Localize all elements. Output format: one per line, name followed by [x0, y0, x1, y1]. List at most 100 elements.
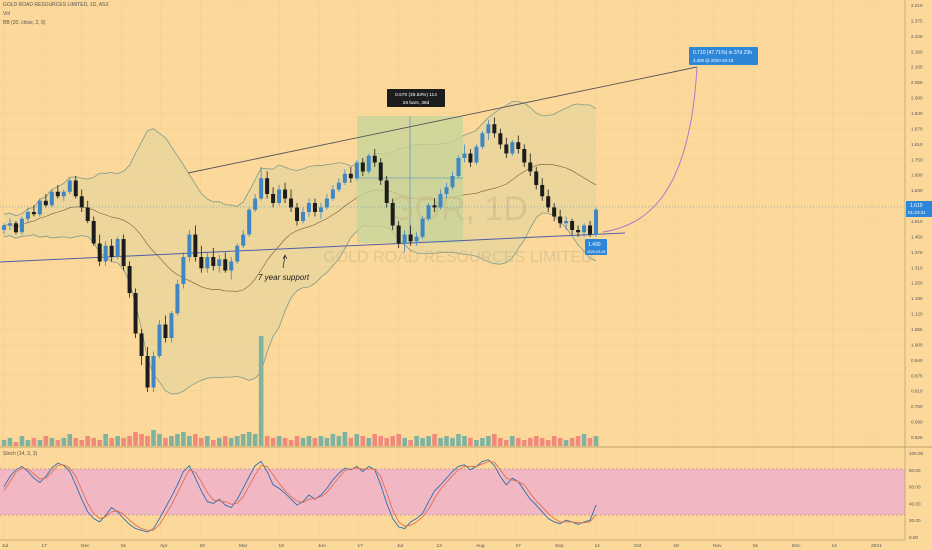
volume-bar: [139, 434, 144, 446]
volume-bar: [13, 442, 19, 446]
volume-bar: [396, 434, 401, 446]
volume-bar: [240, 434, 246, 446]
stoch-tick-label: 0.00: [909, 535, 918, 540]
price-tick-label: 2.055: [911, 80, 923, 85]
volume-bar: [49, 438, 55, 446]
candle-body: [480, 133, 485, 147]
candle-body: [283, 189, 288, 199]
time-tick-label: Jun: [318, 543, 326, 549]
stoch-tick-label: 20.00: [909, 518, 921, 523]
volume-legend[interactable]: Vol: [3, 11, 10, 17]
time-tick-label: 17: [516, 543, 522, 549]
price-tick-label: 2.000: [911, 96, 923, 101]
volume-bar: [324, 438, 330, 446]
candle-body: [348, 173, 353, 179]
symbol-legend[interactable]: GOLD ROAD RESOURCES LIMITED, 1D, ASX: [3, 2, 109, 8]
measure-label[interactable]: 0.570 (39.53%) 114 28 bars, 38d: [387, 89, 445, 107]
projection-curve[interactable]: [602, 66, 698, 233]
measure-label-line2: 28 bars, 38d: [403, 100, 430, 106]
volume-bar: [372, 434, 378, 446]
volume-bar: [438, 438, 443, 446]
volume-bar: [91, 438, 96, 446]
time-tick-label: 19: [674, 543, 680, 549]
volume-bar: [575, 436, 581, 446]
last-price-value: 1.610: [910, 203, 923, 209]
time-axis[interactable]: Jul 17 Dec 16 Apr 20 Mar 18 Jun 17 Jul 13 Aug 17 Sep 14…: [2, 543, 882, 549]
volume-bar: [294, 436, 300, 446]
volume-bar: [211, 440, 216, 446]
price-axis[interactable]: 2.510 2.375 2.225 2.160 2.105 2.055 2.000 1.940…: [911, 3, 923, 440]
candle-body: [366, 155, 371, 172]
candle-body: [444, 187, 449, 194]
price-tick-label: 2.160: [911, 49, 923, 54]
candle-body: [43, 200, 48, 206]
price-tick-label: 1.690: [911, 173, 923, 178]
candle-body: [271, 194, 276, 203]
volume-bar: [587, 438, 593, 446]
stoch-k-line: [3, 459, 597, 533]
candle-body: [241, 234, 246, 246]
measure-label-line1: 0.570 (39.53%) 114: [395, 92, 437, 98]
candle-body: [588, 225, 593, 235]
candle-body: [306, 203, 311, 212]
volume-bar: [312, 438, 318, 446]
price-tick-label: 1.810: [911, 142, 923, 147]
candle-body: [25, 212, 30, 219]
price-tick-label: 0.625: [911, 435, 923, 440]
volume-bar: [486, 436, 491, 446]
candle-body: [336, 182, 341, 190]
stoch-d-line: [3, 460, 597, 531]
candle-body: [217, 259, 222, 266]
volume-bar: [258, 336, 264, 446]
candle-body: [181, 257, 186, 284]
volume-bar: [193, 434, 198, 446]
price-tick-label: 2.375: [911, 18, 923, 23]
time-tick-label: Jul: [2, 543, 8, 549]
bb-legend[interactable]: BB (20, close, 2, 0): [3, 20, 46, 26]
low-label[interactable]: 1.490 2020-09-08: [585, 239, 607, 255]
price-tick-label: 1.120: [911, 312, 923, 317]
volume-bar: [330, 434, 336, 446]
time-tick-label: 16: [753, 543, 759, 549]
candle-body: [199, 257, 204, 269]
resistance-trendline[interactable]: [187, 66, 698, 174]
volume-bar: [300, 438, 306, 446]
target-label-line2: 3.300 @ 2020-10-19: [693, 58, 734, 63]
volume-bar: [151, 430, 156, 446]
candle-body: [289, 198, 294, 208]
candle-body: [61, 191, 66, 197]
candle-body: [7, 223, 12, 226]
price-tick-label: 0.750: [911, 404, 923, 409]
candle-body: [360, 162, 365, 172]
candle-body: [301, 212, 305, 221]
target-label[interactable]: 0.710 (47.71%) in 37d 23h 3.300 @ 2020-1…: [689, 47, 758, 65]
support-arrow: [282, 254, 288, 269]
volume-bar: [121, 438, 126, 446]
candle-body: [378, 162, 383, 181]
candle-body: [564, 221, 569, 224]
stoch-tick-label: 60.00: [909, 485, 921, 490]
volume-bar: [510, 436, 515, 446]
stoch-legend[interactable]: Stoch (14, 3, 3): [3, 451, 38, 457]
volume-bar: [145, 436, 150, 446]
stoch-axis: 100.00 80.00 60.00 40.00 20.00 0.00: [909, 451, 923, 540]
candle-body: [247, 209, 252, 235]
volume-bar: [216, 438, 222, 446]
bollinger-basis-line: [3, 163, 597, 292]
price-tick-label: 1.375: [911, 250, 923, 255]
volume-bar: [515, 438, 521, 446]
volume-bar: [97, 440, 102, 446]
price-tick-label: 1.250: [911, 281, 923, 286]
support-label[interactable]: 7 year support: [258, 273, 310, 282]
volume-bar: [133, 432, 138, 446]
time-tick-label: 14: [832, 543, 838, 549]
volume-bar: [390, 436, 395, 446]
volume-bar: [408, 440, 413, 446]
candle-body: [91, 221, 96, 244]
volume-bar: [468, 438, 473, 446]
candle-body: [342, 173, 347, 183]
price-tick-label: 1.510: [911, 219, 923, 224]
time-tick-label: Mar: [239, 543, 248, 549]
candle-body: [175, 284, 180, 314]
